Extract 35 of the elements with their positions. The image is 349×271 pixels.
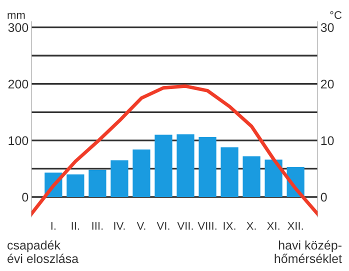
x-tick-label: III. xyxy=(92,222,103,230)
bar xyxy=(220,147,238,198)
x-tick-label: IX. xyxy=(224,222,236,230)
y-tick-label: 300 xyxy=(8,23,28,32)
x-tick-label: VIII. xyxy=(198,222,216,230)
y2-tick-label: 20 xyxy=(320,80,334,89)
line-series xyxy=(31,84,318,216)
bar xyxy=(132,150,150,198)
x-tick-label: II. xyxy=(72,222,80,230)
x-tick-label: V. xyxy=(136,222,146,230)
y-axis-title: mm xyxy=(8,12,25,19)
x-tick-label: X. xyxy=(246,222,256,230)
bar xyxy=(154,134,172,198)
y2-tick-label: 0 xyxy=(320,192,327,202)
bar xyxy=(264,160,282,198)
text: csapadék évi eloszlása xyxy=(8,240,79,264)
bar xyxy=(66,174,84,198)
y2-tick-label: 10 xyxy=(321,136,334,146)
x-tick-label: VI. xyxy=(156,222,170,230)
x-tick-label: IV. xyxy=(114,222,125,230)
x-tick-label: XII. xyxy=(287,222,303,230)
bar xyxy=(110,160,128,198)
x-tick-label: VII. xyxy=(177,222,193,230)
bar xyxy=(88,170,106,198)
x-tick-label: I. xyxy=(51,222,56,230)
y-tick-label: 200 xyxy=(8,80,28,89)
bar xyxy=(176,134,194,198)
y2-axis-title: °C xyxy=(330,11,342,19)
x-tick-label: XI. xyxy=(267,222,280,230)
text: havi közép- hőmérséklet xyxy=(274,240,342,264)
y2-tick-label: 30 xyxy=(320,23,334,32)
y-tick-label: 0 xyxy=(22,192,28,202)
y-tick-label: 100 xyxy=(8,136,28,146)
bar xyxy=(242,156,260,198)
bar xyxy=(198,137,216,198)
